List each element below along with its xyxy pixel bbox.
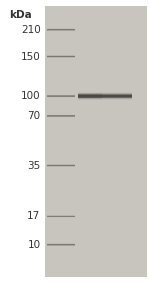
Text: 210: 210 (21, 25, 40, 35)
Bar (78, 97, 132, 98)
Bar (78, 101, 102, 102)
Bar (46, 94, 75, 95)
Text: kDa: kDa (9, 10, 32, 20)
Bar (46, 246, 75, 247)
Bar (78, 100, 132, 101)
Bar (46, 96, 75, 97)
Bar (46, 28, 75, 29)
Bar (46, 116, 75, 117)
Bar (78, 92, 102, 93)
Bar (46, 216, 75, 217)
Text: 17: 17 (27, 211, 40, 222)
Bar (78, 91, 102, 92)
Text: 70: 70 (27, 111, 40, 121)
Bar (78, 92, 132, 93)
Bar (78, 96, 132, 97)
Bar (46, 165, 75, 166)
Bar (46, 95, 75, 96)
Text: 150: 150 (21, 52, 40, 62)
Bar (78, 91, 132, 92)
Bar (78, 98, 132, 99)
Bar (78, 96, 132, 97)
Bar (78, 91, 102, 92)
Bar (46, 30, 75, 31)
Bar (78, 101, 102, 102)
Bar (78, 93, 132, 94)
Bar (78, 92, 102, 93)
Bar (78, 101, 132, 102)
Bar (78, 95, 102, 96)
Bar (45, 6, 147, 277)
Bar (78, 98, 102, 99)
Bar (46, 30, 75, 31)
Bar (46, 115, 75, 116)
Bar (46, 245, 75, 246)
Bar (78, 90, 132, 91)
Bar (46, 215, 75, 216)
Bar (46, 215, 75, 216)
Bar (46, 28, 75, 29)
Bar (78, 100, 102, 101)
Bar (46, 95, 75, 96)
Bar (46, 167, 75, 168)
Bar (46, 165, 75, 166)
Bar (46, 164, 75, 165)
Bar (78, 101, 132, 102)
Bar (78, 93, 102, 94)
Bar (78, 99, 132, 100)
Bar (78, 92, 132, 93)
Bar (46, 115, 75, 116)
Bar (78, 94, 102, 95)
Bar (46, 56, 75, 57)
Bar (46, 97, 75, 98)
Bar (78, 94, 132, 95)
Bar (46, 96, 75, 97)
Bar (46, 54, 75, 55)
Bar (46, 114, 75, 115)
Bar (46, 166, 75, 167)
Bar (78, 95, 132, 96)
Bar (78, 97, 132, 98)
Bar (78, 100, 132, 101)
Text: 100: 100 (21, 91, 40, 101)
Bar (78, 99, 132, 100)
Bar (46, 243, 75, 244)
Bar (46, 244, 75, 245)
Bar (46, 31, 75, 32)
Bar (46, 58, 75, 59)
Bar (78, 93, 132, 94)
Bar (78, 97, 102, 98)
Bar (78, 99, 102, 100)
Bar (46, 245, 75, 246)
Bar (46, 27, 75, 28)
Text: 35: 35 (27, 160, 40, 171)
Bar (46, 94, 75, 95)
Text: 10: 10 (27, 240, 40, 250)
Bar (78, 94, 132, 95)
Bar (46, 244, 75, 245)
Bar (46, 97, 75, 98)
Bar (46, 55, 75, 56)
Bar (46, 217, 75, 218)
Bar (46, 117, 75, 118)
Bar (46, 216, 75, 217)
Bar (46, 243, 75, 244)
Bar (78, 100, 102, 101)
Bar (78, 95, 102, 96)
Bar (78, 96, 102, 97)
Bar (78, 90, 102, 91)
Bar (78, 96, 102, 97)
Bar (78, 98, 102, 99)
Bar (78, 98, 132, 99)
Bar (78, 94, 102, 95)
Bar (78, 93, 102, 94)
Bar (78, 99, 102, 100)
Bar (78, 97, 102, 98)
Bar (78, 91, 132, 92)
Bar (46, 164, 75, 165)
Bar (46, 29, 75, 30)
Bar (46, 57, 75, 58)
Bar (46, 117, 75, 118)
Bar (78, 95, 132, 96)
